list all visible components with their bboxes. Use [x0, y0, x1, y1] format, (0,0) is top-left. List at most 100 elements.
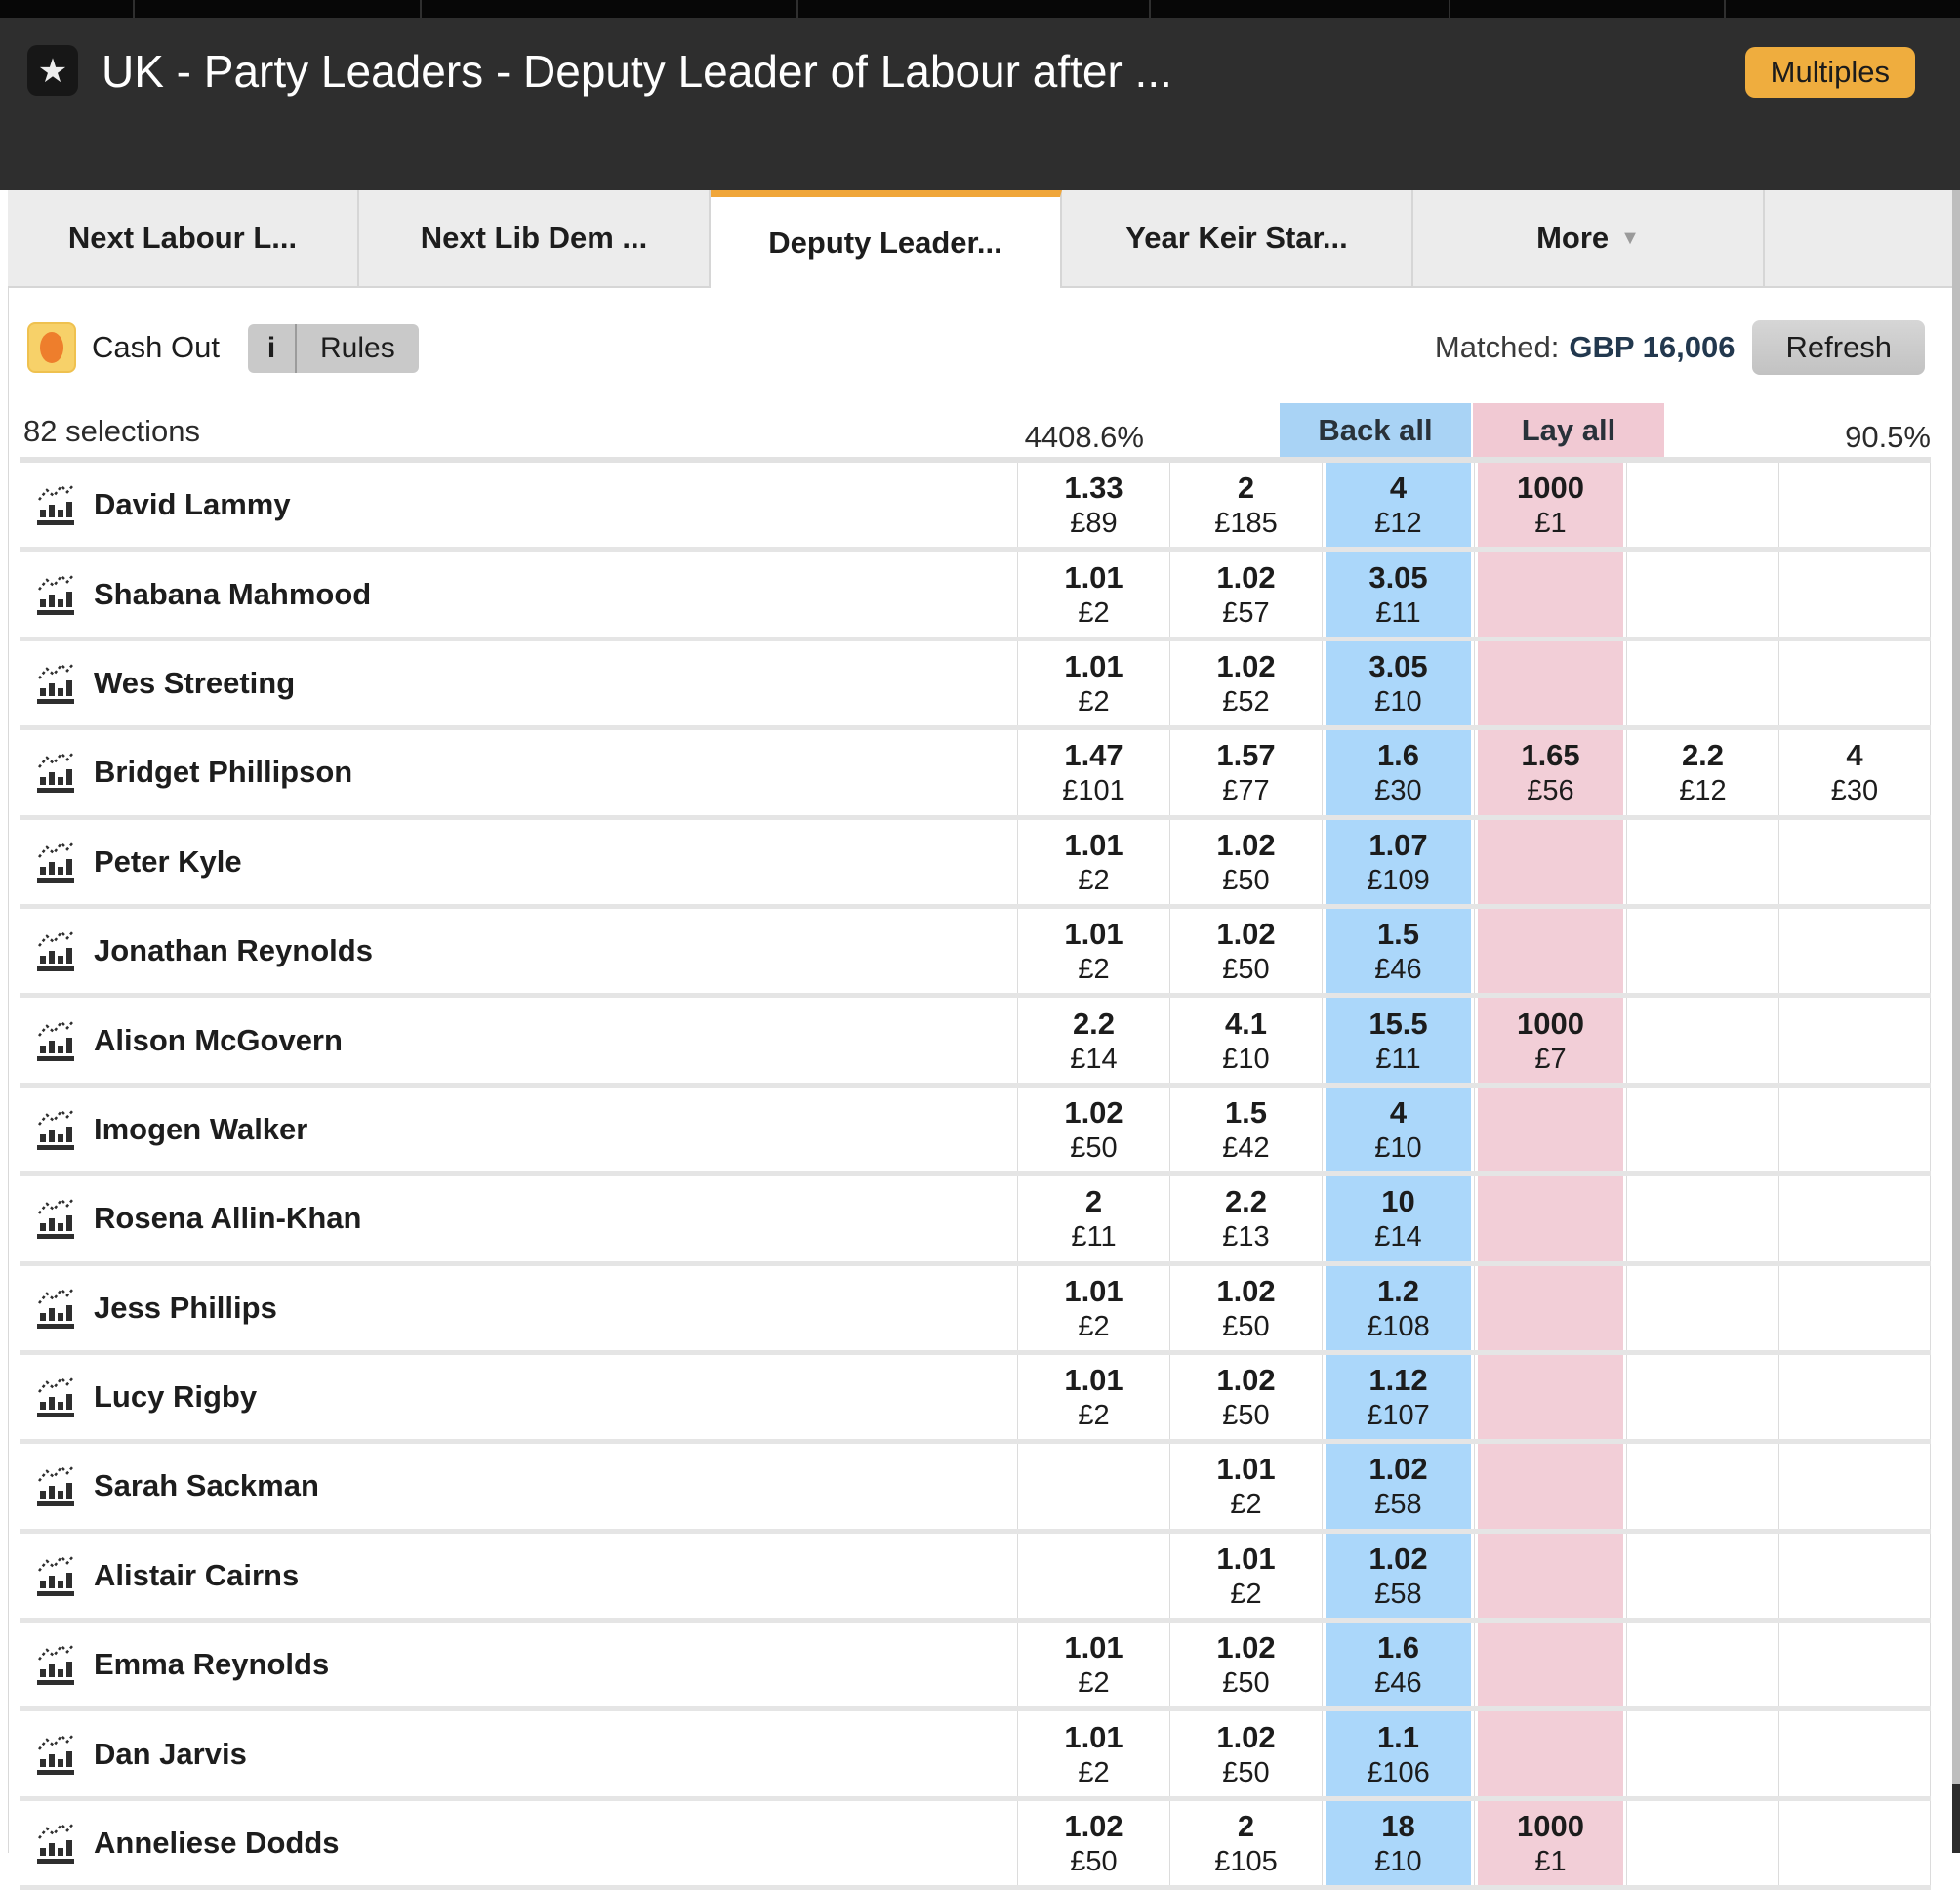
runner-name-cell[interactable]: Sarah Sackman	[20, 1444, 1017, 1528]
odds-cell[interactable]: 1.02 £57	[1169, 552, 1322, 637]
odds-cell[interactable]: 1.01 £2	[1169, 1444, 1322, 1529]
odds-cell[interactable]: 1.47 £101	[1017, 730, 1169, 815]
runner-name-cell[interactable]: Bridget Phillipson	[20, 730, 1017, 814]
runner-name-cell[interactable]: Rosena Allin-Khan	[20, 1176, 1017, 1260]
best-back-cell[interactable]: 4 £12	[1322, 463, 1474, 548]
runner-name-cell[interactable]: Peter Kyle	[20, 820, 1017, 904]
best-back-cell[interactable]: 1.2 £108	[1322, 1265, 1474, 1350]
odds-cell[interactable]: 1.02 £52	[1169, 640, 1322, 726]
multiples-button[interactable]: Multiples	[1744, 47, 1915, 98]
odds-cell[interactable]: 1.02 £50	[1169, 908, 1322, 994]
odds-cell[interactable]: 1.02 £50	[1169, 819, 1322, 904]
best-back-cell[interactable]: 1.6 £30	[1322, 730, 1474, 815]
runner-name-cell[interactable]: Shabana Mahmood	[20, 552, 1017, 636]
odds-cell[interactable]: 1.01 £2	[1017, 640, 1169, 726]
odds-cell[interactable]: 4 £30	[1778, 730, 1931, 815]
lay-all-button[interactable]: Lay all	[1473, 403, 1664, 457]
best-lay-cell[interactable]	[1474, 1354, 1626, 1440]
best-back-cell[interactable]: 18 £10	[1322, 1800, 1474, 1886]
best-lay-cell[interactable]	[1474, 552, 1626, 637]
best-lay-cell[interactable]	[1474, 1176, 1626, 1261]
odds-cell[interactable]: 2.2 £12	[1626, 730, 1778, 815]
odds-cell[interactable]: 1.02 £50	[1169, 1354, 1322, 1440]
price-chart-icon[interactable]	[35, 751, 76, 794]
tab-more[interactable]: More ▼	[1413, 190, 1765, 288]
price-chart-icon[interactable]	[35, 1287, 76, 1330]
price-chart-icon[interactable]	[35, 1376, 76, 1418]
tab-year-keir-star[interactable]: Year Keir Star...	[1062, 190, 1413, 288]
best-lay-cell[interactable]	[1474, 819, 1626, 904]
odds-cell[interactable]: 2.2 £13	[1169, 1176, 1322, 1261]
best-lay-cell[interactable]	[1474, 1265, 1626, 1350]
tab-deputy-leader[interactable]: Deputy Leader...	[711, 190, 1062, 288]
scrollbar-track[interactable]	[1952, 190, 1960, 1853]
best-lay-cell[interactable]	[1474, 640, 1626, 726]
best-lay-cell[interactable]: 1000 £1	[1474, 1800, 1626, 1886]
odds-cell[interactable]: 2 £185	[1169, 463, 1322, 548]
odds-cell[interactable]: 1.33 £89	[1017, 463, 1169, 548]
price-chart-icon[interactable]	[35, 1019, 76, 1062]
best-lay-cell[interactable]	[1474, 1087, 1626, 1172]
best-back-cell[interactable]: 3.05 £10	[1322, 640, 1474, 726]
rules-button[interactable]: i Rules	[248, 324, 419, 373]
odds-cell[interactable]: 4.1 £10	[1169, 998, 1322, 1083]
best-back-cell[interactable]: 3.05 £11	[1322, 552, 1474, 637]
tab-next-lib-dem[interactable]: Next Lib Dem ...	[359, 190, 711, 288]
best-back-cell[interactable]: 1.12 £107	[1322, 1354, 1474, 1440]
runner-name-cell[interactable]: Alison McGovern	[20, 998, 1017, 1082]
odds-cell[interactable]: 1.01 £2	[1017, 819, 1169, 904]
odds-cell[interactable]: 1.01 £2	[1017, 908, 1169, 994]
best-back-cell[interactable]: 1.5 £46	[1322, 908, 1474, 994]
runner-name-cell[interactable]: Imogen Walker	[20, 1088, 1017, 1171]
runner-name-cell[interactable]: Alistair Cairns	[20, 1534, 1017, 1618]
runner-name-cell[interactable]: Emma Reynolds	[20, 1623, 1017, 1706]
runner-name-cell[interactable]: David Lammy	[20, 463, 1017, 547]
odds-cell[interactable]: 1.01 £2	[1169, 1533, 1322, 1619]
price-chart-icon[interactable]	[35, 1197, 76, 1240]
odds-cell[interactable]: 1.02 £50	[1169, 1711, 1322, 1796]
best-back-cell[interactable]: 1.02 £58	[1322, 1533, 1474, 1619]
favourite-star-icon[interactable]: ★	[27, 45, 78, 96]
best-lay-cell[interactable]	[1474, 1533, 1626, 1619]
best-lay-cell[interactable]: 1000 £7	[1474, 998, 1626, 1083]
best-lay-cell[interactable]: 1000 £1	[1474, 463, 1626, 548]
price-chart-icon[interactable]	[35, 1733, 76, 1776]
odds-cell[interactable]: 1.02 £50	[1017, 1800, 1169, 1886]
price-chart-icon[interactable]	[35, 841, 76, 883]
best-lay-cell[interactable]: 1.65 £56	[1474, 730, 1626, 815]
odds-cell[interactable]: 1.01 £2	[1017, 1354, 1169, 1440]
price-chart-icon[interactable]	[35, 1822, 76, 1865]
odds-cell[interactable]: 1.02 £50	[1017, 1087, 1169, 1172]
best-back-cell[interactable]: 10 £14	[1322, 1176, 1474, 1261]
odds-cell[interactable]: 2.2 £14	[1017, 998, 1169, 1083]
best-back-cell[interactable]: 4 £10	[1322, 1087, 1474, 1172]
odds-cell[interactable]: 1.02 £50	[1169, 1623, 1322, 1707]
odds-cell[interactable]: 1.5 £42	[1169, 1087, 1322, 1172]
price-chart-icon[interactable]	[35, 662, 76, 705]
best-lay-cell[interactable]	[1474, 1444, 1626, 1529]
runner-name-cell[interactable]: Wes Streeting	[20, 641, 1017, 725]
odds-cell[interactable]: 1.01 £2	[1017, 1623, 1169, 1707]
best-back-cell[interactable]: 15.5 £11	[1322, 998, 1474, 1083]
odds-cell[interactable]: 1.02 £50	[1169, 1265, 1322, 1350]
odds-cell[interactable]: 1.01 £2	[1017, 1265, 1169, 1350]
info-icon[interactable]: i	[266, 332, 276, 364]
rules-label[interactable]: Rules	[320, 332, 395, 364]
price-chart-icon[interactable]	[35, 573, 76, 616]
best-lay-cell[interactable]	[1474, 1711, 1626, 1796]
runner-name-cell[interactable]: Dan Jarvis	[20, 1711, 1017, 1795]
price-chart-icon[interactable]	[35, 1554, 76, 1597]
best-back-cell[interactable]: 1.07 £109	[1322, 819, 1474, 904]
runner-name-cell[interactable]: Jonathan Reynolds	[20, 909, 1017, 993]
odds-cell[interactable]: 2 £11	[1017, 1176, 1169, 1261]
odds-cell[interactable]: 2 £105	[1169, 1800, 1322, 1886]
odds-cell[interactable]: 1.57 £77	[1169, 730, 1322, 815]
runner-name-cell[interactable]: Anneliese Dodds	[20, 1801, 1017, 1885]
runner-name-cell[interactable]: Jess Phillips	[20, 1266, 1017, 1350]
price-chart-icon[interactable]	[35, 1464, 76, 1507]
price-chart-icon[interactable]	[35, 929, 76, 972]
runner-name-cell[interactable]: Lucy Rigby	[20, 1355, 1017, 1439]
best-back-cell[interactable]: 1.1 £106	[1322, 1711, 1474, 1796]
odds-cell[interactable]: 1.01 £2	[1017, 1711, 1169, 1796]
scrollbar-thumb[interactable]	[1952, 1784, 1960, 1853]
